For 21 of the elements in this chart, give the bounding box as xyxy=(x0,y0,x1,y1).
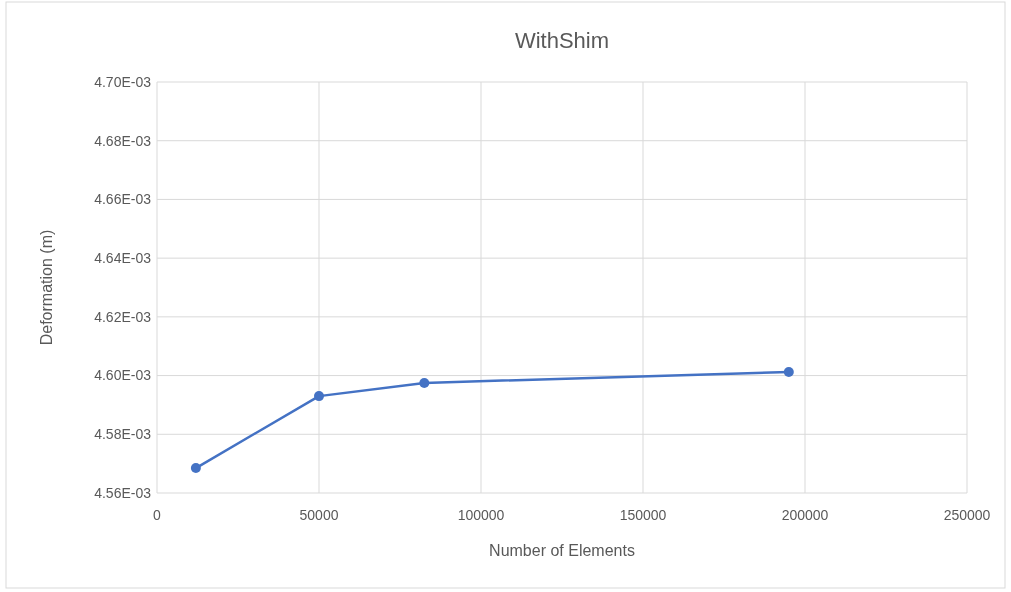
y-tick-label: 4.64E-03 xyxy=(94,250,152,267)
y-tick-label: 4.70E-03 xyxy=(94,73,152,90)
chart-title: WithShim xyxy=(514,28,610,53)
y-tick-label: 4.56E-03 xyxy=(94,484,152,501)
y-tick-label: 4.62E-03 xyxy=(94,308,152,325)
y-tick-label: 4.66E-03 xyxy=(94,191,152,208)
point xyxy=(190,463,201,474)
y-tick-label: 4.60E-03 xyxy=(94,367,152,384)
y-tick-label: 4.58E-03 xyxy=(94,426,152,443)
x-tick-label: 200000 xyxy=(781,507,829,523)
point xyxy=(314,391,324,402)
y-tick-label: 4.68E-03 xyxy=(94,132,152,149)
x-tick-label: 250000 xyxy=(943,507,991,523)
x-tick-label: 150000 xyxy=(619,507,667,523)
point xyxy=(419,377,430,388)
x-axis-title: Number of Elements xyxy=(489,542,635,559)
x-tick-label: 0 xyxy=(153,507,162,523)
x-tick-label: 50000 xyxy=(299,507,339,523)
point xyxy=(783,367,794,378)
y-axis-title: Deformation (m) xyxy=(38,229,55,346)
x-tick-label: 100000 xyxy=(457,507,505,523)
